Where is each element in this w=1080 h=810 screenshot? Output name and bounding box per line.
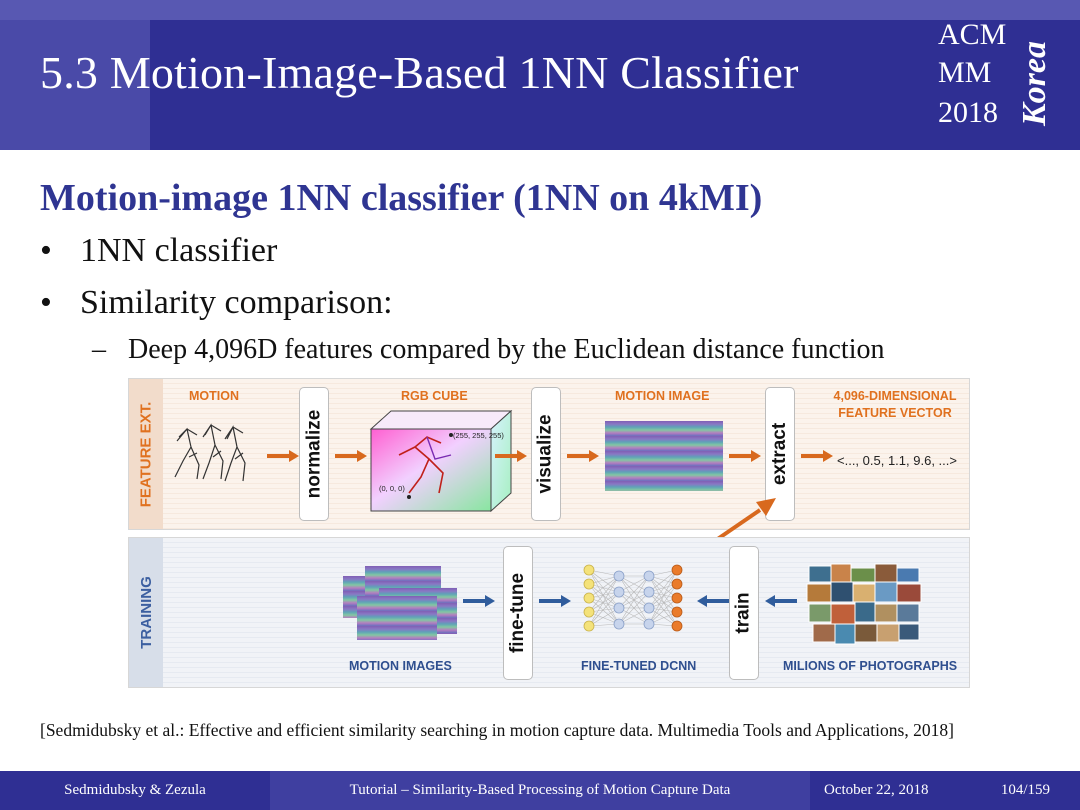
feature-extraction-label: FEATURE EXT. [129,379,163,529]
sub-bullet-text: Deep 4,096D features compared by the Euc… [128,334,885,365]
fine-tune-step: fine-tune [503,546,533,680]
bullet-text-2: Similarity comparison: [80,284,393,321]
feature-vector-caption-2: FEATURE VECTOR [838,406,952,420]
header-strip [0,0,1080,20]
pipeline-figure: FEATURE EXT. MOTION normalize RGB CUBE [128,378,970,688]
arrow-right-icon [567,450,599,462]
rgb-cube-caption: RGB CUBE [401,389,468,403]
bullet-item-1: • 1NN classifier [40,232,277,270]
citation-text: [Sedmidubsky et al.: Effective and effic… [40,720,954,740]
motion-caption: MOTION [189,389,239,403]
cube-max-label: (255, 255, 255) [453,431,504,440]
logo-line-acm: ACM [938,18,1007,51]
training-panel: TRAINING MOTION IMAGES fine-tune [128,537,970,688]
footer-date: October 22, 2018 [824,782,929,798]
footer-tutorial-title: Tutorial – Similarity-Based Processing o… [270,771,810,810]
motion-image-caption: MOTION IMAGE [615,389,710,403]
arrow-left-icon [765,595,797,607]
extract-step: extract [765,387,795,521]
bullet-dot-icon: • [40,232,52,269]
header-bar: 5.3 Motion-Image-Based 1NN Classifier AC… [0,0,1080,150]
motion-image-stack-4 [357,596,437,640]
acm-mm-logo: ACM MM 2018 Korea [938,14,1068,136]
arrow-right-icon [495,450,527,462]
normalize-step: normalize [299,387,329,521]
footer-authors: Sedmidubsky & Zezula [0,771,270,810]
motion-image-thumbnail [605,421,723,491]
arrow-left-icon [697,595,729,607]
footer-right: October 22, 2018 104/159 [810,771,1080,810]
bullet-item-2: • Similarity comparison: [40,284,393,322]
logo-korea-script: Korea [1016,41,1053,126]
arrow-right-icon [729,450,761,462]
dash-icon: – [92,334,106,365]
train-step: train [729,546,759,680]
arrow-right-icon [539,595,571,607]
visualize-step: visualize [531,387,561,521]
cube-min-label: (0, 0, 0) [379,484,405,493]
footer-bar: Sedmidubsky & Zezula Tutorial – Similari… [0,771,1080,810]
bullet-text-1: 1NN classifier [80,232,278,269]
photographs-caption: MILIONS OF PHOTOGRAPHS [783,659,958,673]
feature-vector-values: <..., 0.5, 1.1, 9.6, ...> [837,453,957,468]
slide-title: 5.3 Motion-Image-Based 1NN Classifier [40,47,799,98]
stick-figures-icon [174,423,246,482]
footer-page-number: 104/159 [1000,782,1050,798]
photo-collage-icon [806,563,922,645]
section-subtitle: Motion-image 1NN classifier (1NN on 4kMI… [40,177,763,219]
motion-images-caption: MOTION IMAGES [349,659,452,673]
header-inner-band [150,20,1080,150]
arrow-right-icon [335,450,367,462]
rgb-cube-diagram: (255, 255, 255) (0, 0, 0) [369,409,513,513]
training-label: TRAINING [129,538,163,687]
bullet-dot-icon: • [40,284,52,321]
arrow-right-icon [267,450,299,462]
logo-line-mm: MM [938,56,992,89]
feature-vector-caption-1: 4,096-DIMENSIONAL [833,389,957,403]
sub-bullet-item: – Deep 4,096D features compared by the Eu… [92,334,885,366]
neural-network-icon [583,564,683,632]
feature-extraction-panel: FEATURE EXT. MOTION normalize RGB CUBE [128,378,970,530]
logo-line-year: 2018 [938,96,998,129]
dcnn-caption: FINE-TUNED DCNN [581,659,697,673]
arrow-right-icon [463,595,495,607]
arrow-right-icon [801,450,833,462]
